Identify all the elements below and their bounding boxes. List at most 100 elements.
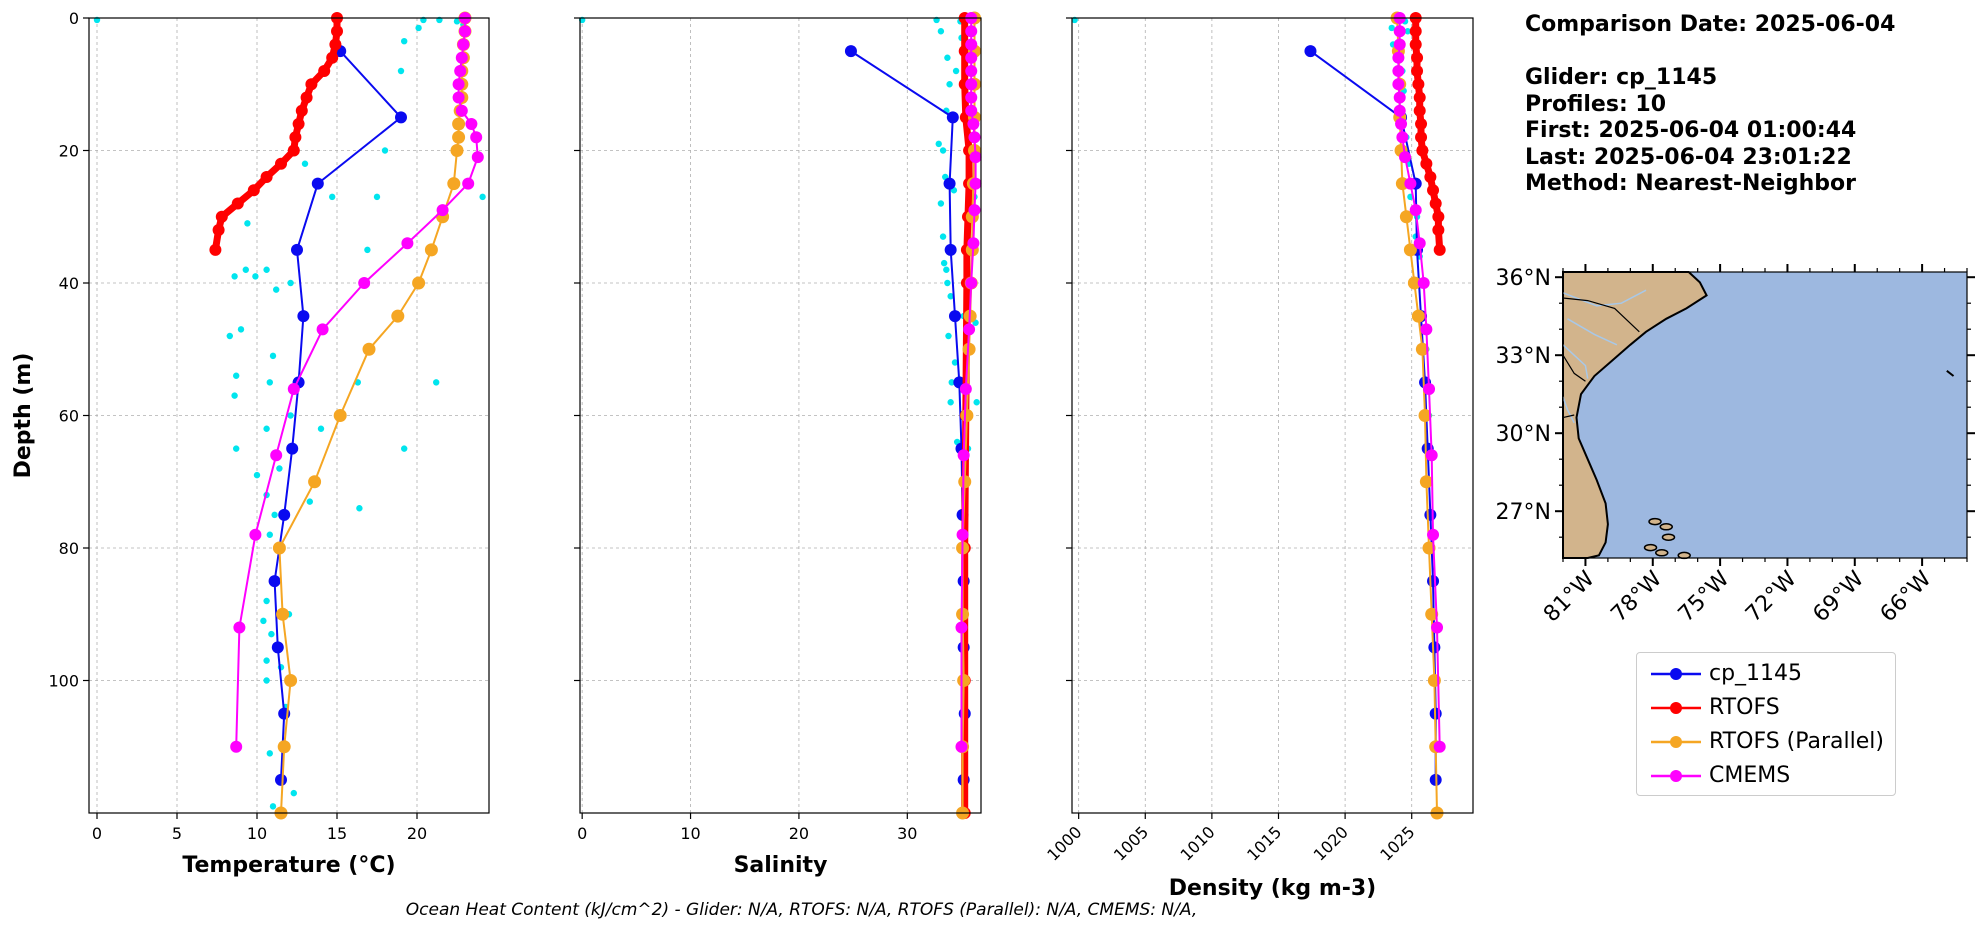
data-point-cmems (968, 131, 981, 144)
data-point-rtofs_parallel (1411, 309, 1425, 323)
x-tick-label: 1020 (1310, 822, 1352, 864)
data-point-cmems (316, 323, 329, 336)
data-point-rtofs (1432, 210, 1445, 223)
data-point-cmems (963, 323, 976, 336)
method: Method: Nearest-Neighbor (1525, 171, 1856, 196)
legend-item-rtofs-parallel: RTOFS (Parallel) (1637, 727, 1895, 757)
data-point-glider (271, 641, 284, 654)
legend-item-rtofs: RTOFS (1637, 693, 1895, 723)
scatter-point (266, 531, 273, 538)
data-point-rtofs (1433, 243, 1446, 256)
x-tick-label: 20 (789, 824, 809, 843)
lon-tick-label: 78°W (1606, 566, 1667, 627)
scatter-point (453, 18, 461, 25)
inset-map: 36°N 33°N 30°N 27°N 81°W 78°W 75°W 72°W 69°W 66°W (1496, 264, 1975, 627)
scatter-point (397, 67, 405, 75)
data-point-rtofs (1415, 118, 1428, 130)
river (1562, 344, 1589, 379)
data-point-cmems (358, 277, 371, 289)
data-point-rtofs_parallel (391, 309, 405, 323)
scatter-point (266, 750, 273, 757)
data-point-cmems (965, 91, 978, 104)
data-point-rtofs (260, 171, 273, 183)
data-point-cmems (965, 65, 978, 77)
scatter-point (944, 279, 951, 287)
comparison-date: Comparison Date: 2025-06-04 (1525, 12, 1896, 37)
island (1643, 543, 1658, 552)
lon-tick-label: 69°W (1808, 566, 1869, 627)
data-point-rtofs_parallel (1425, 607, 1439, 621)
data-point-rtofs_parallel (284, 674, 298, 687)
scatter-point (381, 147, 389, 154)
legend-label: RTOFS (1709, 695, 1780, 720)
scatter-point (242, 266, 249, 273)
scatter-point (317, 425, 325, 432)
scatter-point (947, 399, 954, 406)
scatter-point (266, 379, 273, 386)
scatter-point (268, 630, 275, 638)
data-point-cmems (965, 51, 978, 64)
data-point-rtofs (300, 91, 313, 104)
last-time: Last: 2025-06-04 23:01:22 (1525, 144, 1852, 170)
y-tick-label: 20 (59, 142, 79, 161)
data-point-rtofs_parallel (1403, 243, 1417, 257)
data-point-rtofs (1424, 171, 1437, 183)
data-point-cmems (230, 740, 243, 753)
data-point-cmems (465, 118, 478, 130)
scatter-point (373, 193, 381, 201)
data-point-rtofs (247, 184, 260, 197)
data-point-cmems (1396, 131, 1409, 144)
data-point-rtofs (295, 104, 308, 117)
data-point-rtofs (329, 38, 342, 51)
scatter-point (356, 505, 363, 512)
y-tick-label: 60 (59, 407, 79, 426)
data-point-glider (944, 243, 957, 256)
data-point-glider (297, 310, 310, 323)
scatter-point (271, 511, 278, 519)
x-tick-label: 1000 (1043, 822, 1085, 864)
data-point-rtofs (1416, 144, 1429, 157)
data-point-cmems (965, 25, 978, 38)
x-tick-label: 1005 (1110, 822, 1152, 864)
data-point-glider (844, 45, 857, 58)
data-point-cmems (1395, 118, 1408, 130)
data-point-cmems (1404, 177, 1417, 190)
scatter-point (263, 266, 270, 273)
data-point-cmems (1433, 740, 1446, 753)
data-point-rtofs (275, 157, 287, 170)
data-point-cmems (1425, 449, 1438, 462)
y-tick-label: 80 (59, 539, 79, 558)
data-point-cmems (969, 151, 982, 164)
data-point-cmems (452, 78, 465, 91)
data-point-cmems (955, 621, 968, 634)
x-axis-label: Density (kg m-3) (1169, 876, 1377, 901)
data-point-rtofs (1409, 38, 1422, 51)
data-point-glider (1424, 508, 1437, 521)
scatter-point (329, 193, 336, 201)
data-point-rtofs_parallel (962, 342, 976, 356)
data-point-rtofs (212, 224, 225, 236)
data-point-cmems (965, 277, 978, 289)
data-point-cmems (462, 177, 475, 190)
data-point-rtofs_parallel (272, 541, 286, 555)
data-point-rtofs (1420, 157, 1433, 170)
data-point-rtofs_parallel (333, 409, 347, 422)
data-point-rtofs (287, 144, 300, 157)
lat-tick-label: 36°N (1496, 266, 1551, 291)
x-tick-label: 15 (327, 824, 347, 843)
scatter-point (260, 617, 267, 625)
data-point-rtofs (231, 197, 244, 210)
data-point-rtofs (1415, 131, 1428, 144)
data-point-cmems (955, 740, 968, 753)
data-point-cmems (967, 118, 980, 130)
data-point-cmems (1393, 104, 1406, 117)
data-point-cmems (1409, 204, 1422, 217)
profile-count: Profiles: 10 (1525, 91, 1667, 117)
x-axis-label: Temperature (°C) (182, 853, 395, 878)
scatter-point (940, 259, 948, 267)
y-tick-label: 0 (69, 9, 79, 28)
data-point-cmems (471, 151, 484, 164)
legend-item-glider: cp_1145 (1637, 659, 1895, 689)
scatter-point (269, 352, 277, 360)
data-point-rtofs (1412, 78, 1425, 91)
